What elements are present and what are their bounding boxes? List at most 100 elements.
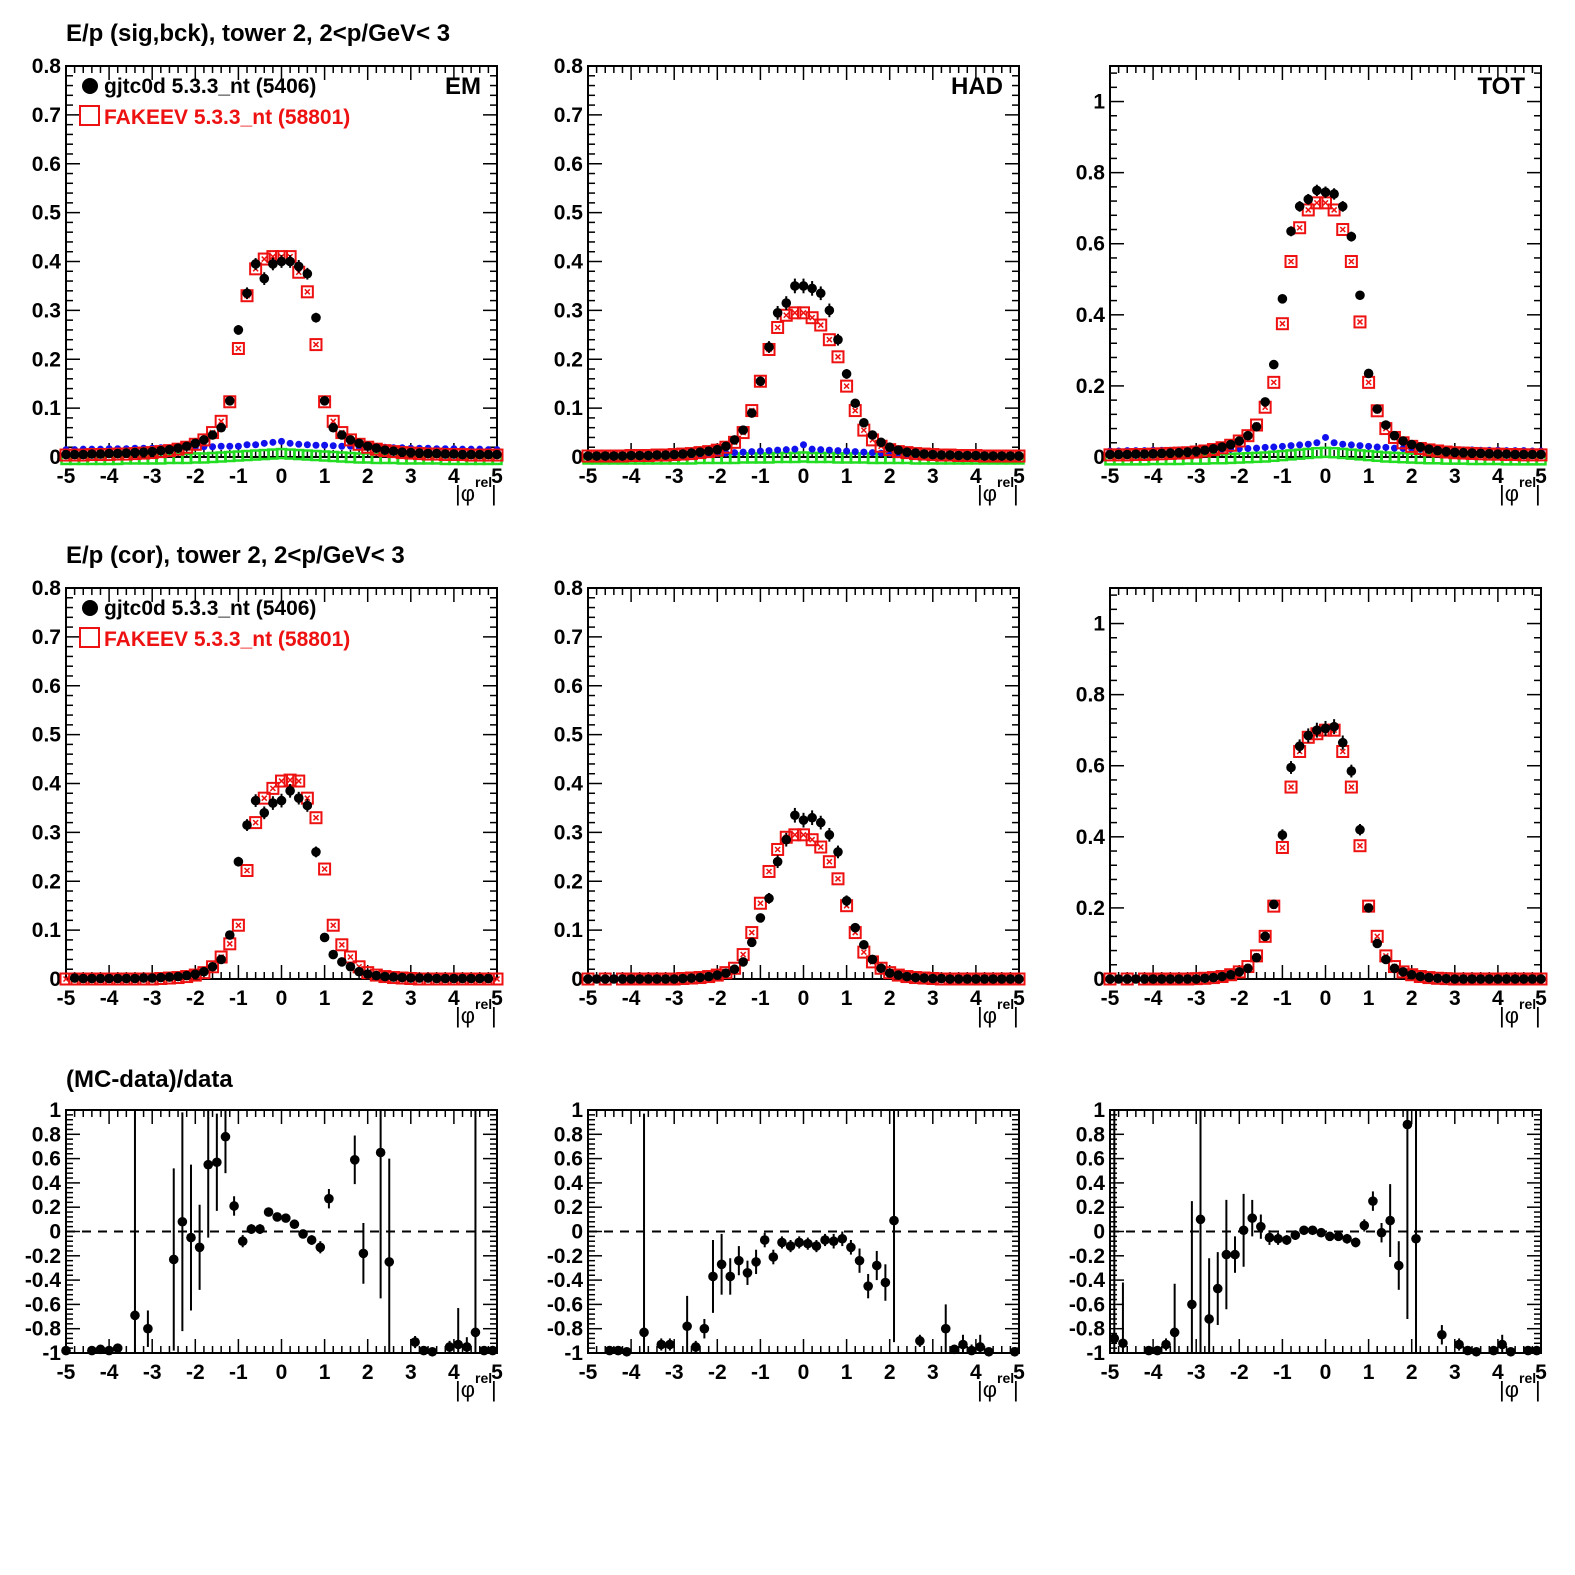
data-point bbox=[224, 930, 235, 940]
data-point bbox=[613, 1345, 623, 1356]
data-point bbox=[1143, 1345, 1154, 1356]
y-tick-label: 0.6 bbox=[1076, 233, 1105, 256]
data-point bbox=[423, 973, 433, 983]
data-point bbox=[337, 957, 347, 967]
data-point bbox=[1411, 1233, 1421, 1244]
x-tick-label: 2 bbox=[362, 465, 374, 488]
data-point bbox=[996, 974, 1007, 984]
background-point bbox=[843, 447, 851, 455]
y-tick-label: 0 bbox=[1093, 1221, 1105, 1244]
x-tick-label: 5 bbox=[1535, 987, 1547, 1010]
data-point bbox=[328, 949, 339, 960]
data-point bbox=[1005, 974, 1016, 984]
data-point bbox=[1014, 451, 1024, 461]
x-tick-label: 4 bbox=[448, 465, 460, 488]
y-tick-label: 0.1 bbox=[554, 397, 584, 420]
y-tick-label: -1 bbox=[1086, 1342, 1105, 1365]
mc-point-cross bbox=[826, 858, 833, 865]
x-tick-label: 2 bbox=[1406, 987, 1418, 1010]
data-point bbox=[1005, 451, 1016, 461]
data-point bbox=[1221, 1249, 1232, 1260]
mc-point-cross bbox=[226, 940, 233, 947]
data-point bbox=[1234, 436, 1245, 446]
data-point bbox=[824, 305, 835, 316]
y-tick-label: 0.1 bbox=[32, 397, 62, 420]
y-tick-label: -0.6 bbox=[1069, 1293, 1105, 1316]
data-point bbox=[884, 968, 895, 978]
series-square bbox=[59, 250, 504, 462]
y-tick-label: 0.6 bbox=[554, 153, 583, 176]
data-point bbox=[147, 973, 157, 983]
data-point bbox=[893, 445, 904, 455]
data-point bbox=[1372, 938, 1383, 949]
y-tick-label: 0.7 bbox=[554, 626, 583, 649]
mc-point-cross bbox=[330, 418, 337, 425]
data-point bbox=[207, 961, 218, 972]
x-tick-label: -4 bbox=[1144, 465, 1163, 488]
mc-point bbox=[335, 938, 349, 952]
y-tick-label: 0.5 bbox=[554, 202, 584, 225]
data-point bbox=[988, 451, 998, 461]
data-point bbox=[164, 444, 175, 455]
data-point bbox=[130, 1310, 140, 1321]
data-point bbox=[1320, 723, 1331, 734]
x-tick-label: 2 bbox=[884, 987, 896, 1010]
data-point bbox=[940, 1323, 951, 1334]
data-point bbox=[1506, 1346, 1516, 1357]
x-tick-label: 5 bbox=[1013, 987, 1025, 1010]
data-point bbox=[850, 922, 861, 933]
x-tick-label: -5 bbox=[1101, 465, 1120, 488]
x-tick-label: -4 bbox=[622, 987, 641, 1010]
data-point bbox=[721, 968, 731, 978]
data-point bbox=[104, 1345, 114, 1356]
data-point bbox=[738, 425, 748, 435]
x-axis-label-superscript: rel bbox=[475, 996, 492, 1012]
y-tick-label: -0.4 bbox=[1069, 1269, 1106, 1292]
data-point bbox=[216, 422, 226, 433]
legend-data-marker bbox=[82, 78, 98, 94]
data-point bbox=[1156, 974, 1167, 984]
y-tick-label: -0.2 bbox=[25, 1245, 61, 1268]
legend-data-label: gjtc0d 5.3.3_nt (5406) bbox=[104, 597, 316, 620]
data-point bbox=[354, 438, 364, 449]
data-point bbox=[186, 1232, 196, 1243]
data-point bbox=[695, 972, 705, 983]
data-point bbox=[1014, 974, 1024, 984]
data-point bbox=[375, 1147, 386, 1158]
x-axis-label-superscript: rel bbox=[1519, 1370, 1536, 1386]
data-point bbox=[678, 449, 688, 459]
y-tick-label: 1 bbox=[1093, 613, 1105, 636]
mc-point-cross bbox=[1339, 226, 1346, 233]
mc-point-cross bbox=[1339, 748, 1346, 755]
y-tick-label: -0.2 bbox=[547, 1245, 583, 1268]
data-point bbox=[95, 1344, 106, 1355]
y-tick-label: 0 bbox=[571, 1221, 583, 1244]
y-tick-label: 0.6 bbox=[554, 1148, 583, 1171]
x-tick-label: -1 bbox=[1273, 1361, 1292, 1384]
mc-point-cross bbox=[800, 831, 807, 838]
data-point bbox=[1281, 1235, 1292, 1245]
y-tick-label: 0.6 bbox=[32, 153, 61, 176]
x-tick-label: -4 bbox=[622, 465, 641, 488]
x-tick-label: 5 bbox=[491, 465, 503, 488]
data-point bbox=[423, 448, 433, 459]
mc-point-cross bbox=[304, 795, 311, 802]
background-point bbox=[1356, 442, 1364, 450]
background-point bbox=[739, 448, 747, 456]
plot-frame bbox=[1109, 587, 1542, 980]
x-tick-label: 0 bbox=[276, 1361, 288, 1384]
data-point bbox=[979, 451, 990, 461]
data-point bbox=[1156, 448, 1167, 459]
y-tick-label: 0 bbox=[571, 446, 583, 469]
data-point bbox=[626, 974, 636, 984]
data-point bbox=[682, 1321, 692, 1332]
x-tick-label: 0 bbox=[798, 1361, 810, 1384]
x-tick-label: 3 bbox=[405, 987, 417, 1010]
data-point bbox=[729, 435, 740, 445]
data-point bbox=[1458, 447, 1469, 458]
x-axis-label-close: | bbox=[1535, 1377, 1541, 1402]
data-point bbox=[1200, 445, 1210, 456]
data-point bbox=[168, 1254, 179, 1265]
x-tick-label: -5 bbox=[1101, 987, 1120, 1010]
data-point bbox=[626, 450, 636, 461]
